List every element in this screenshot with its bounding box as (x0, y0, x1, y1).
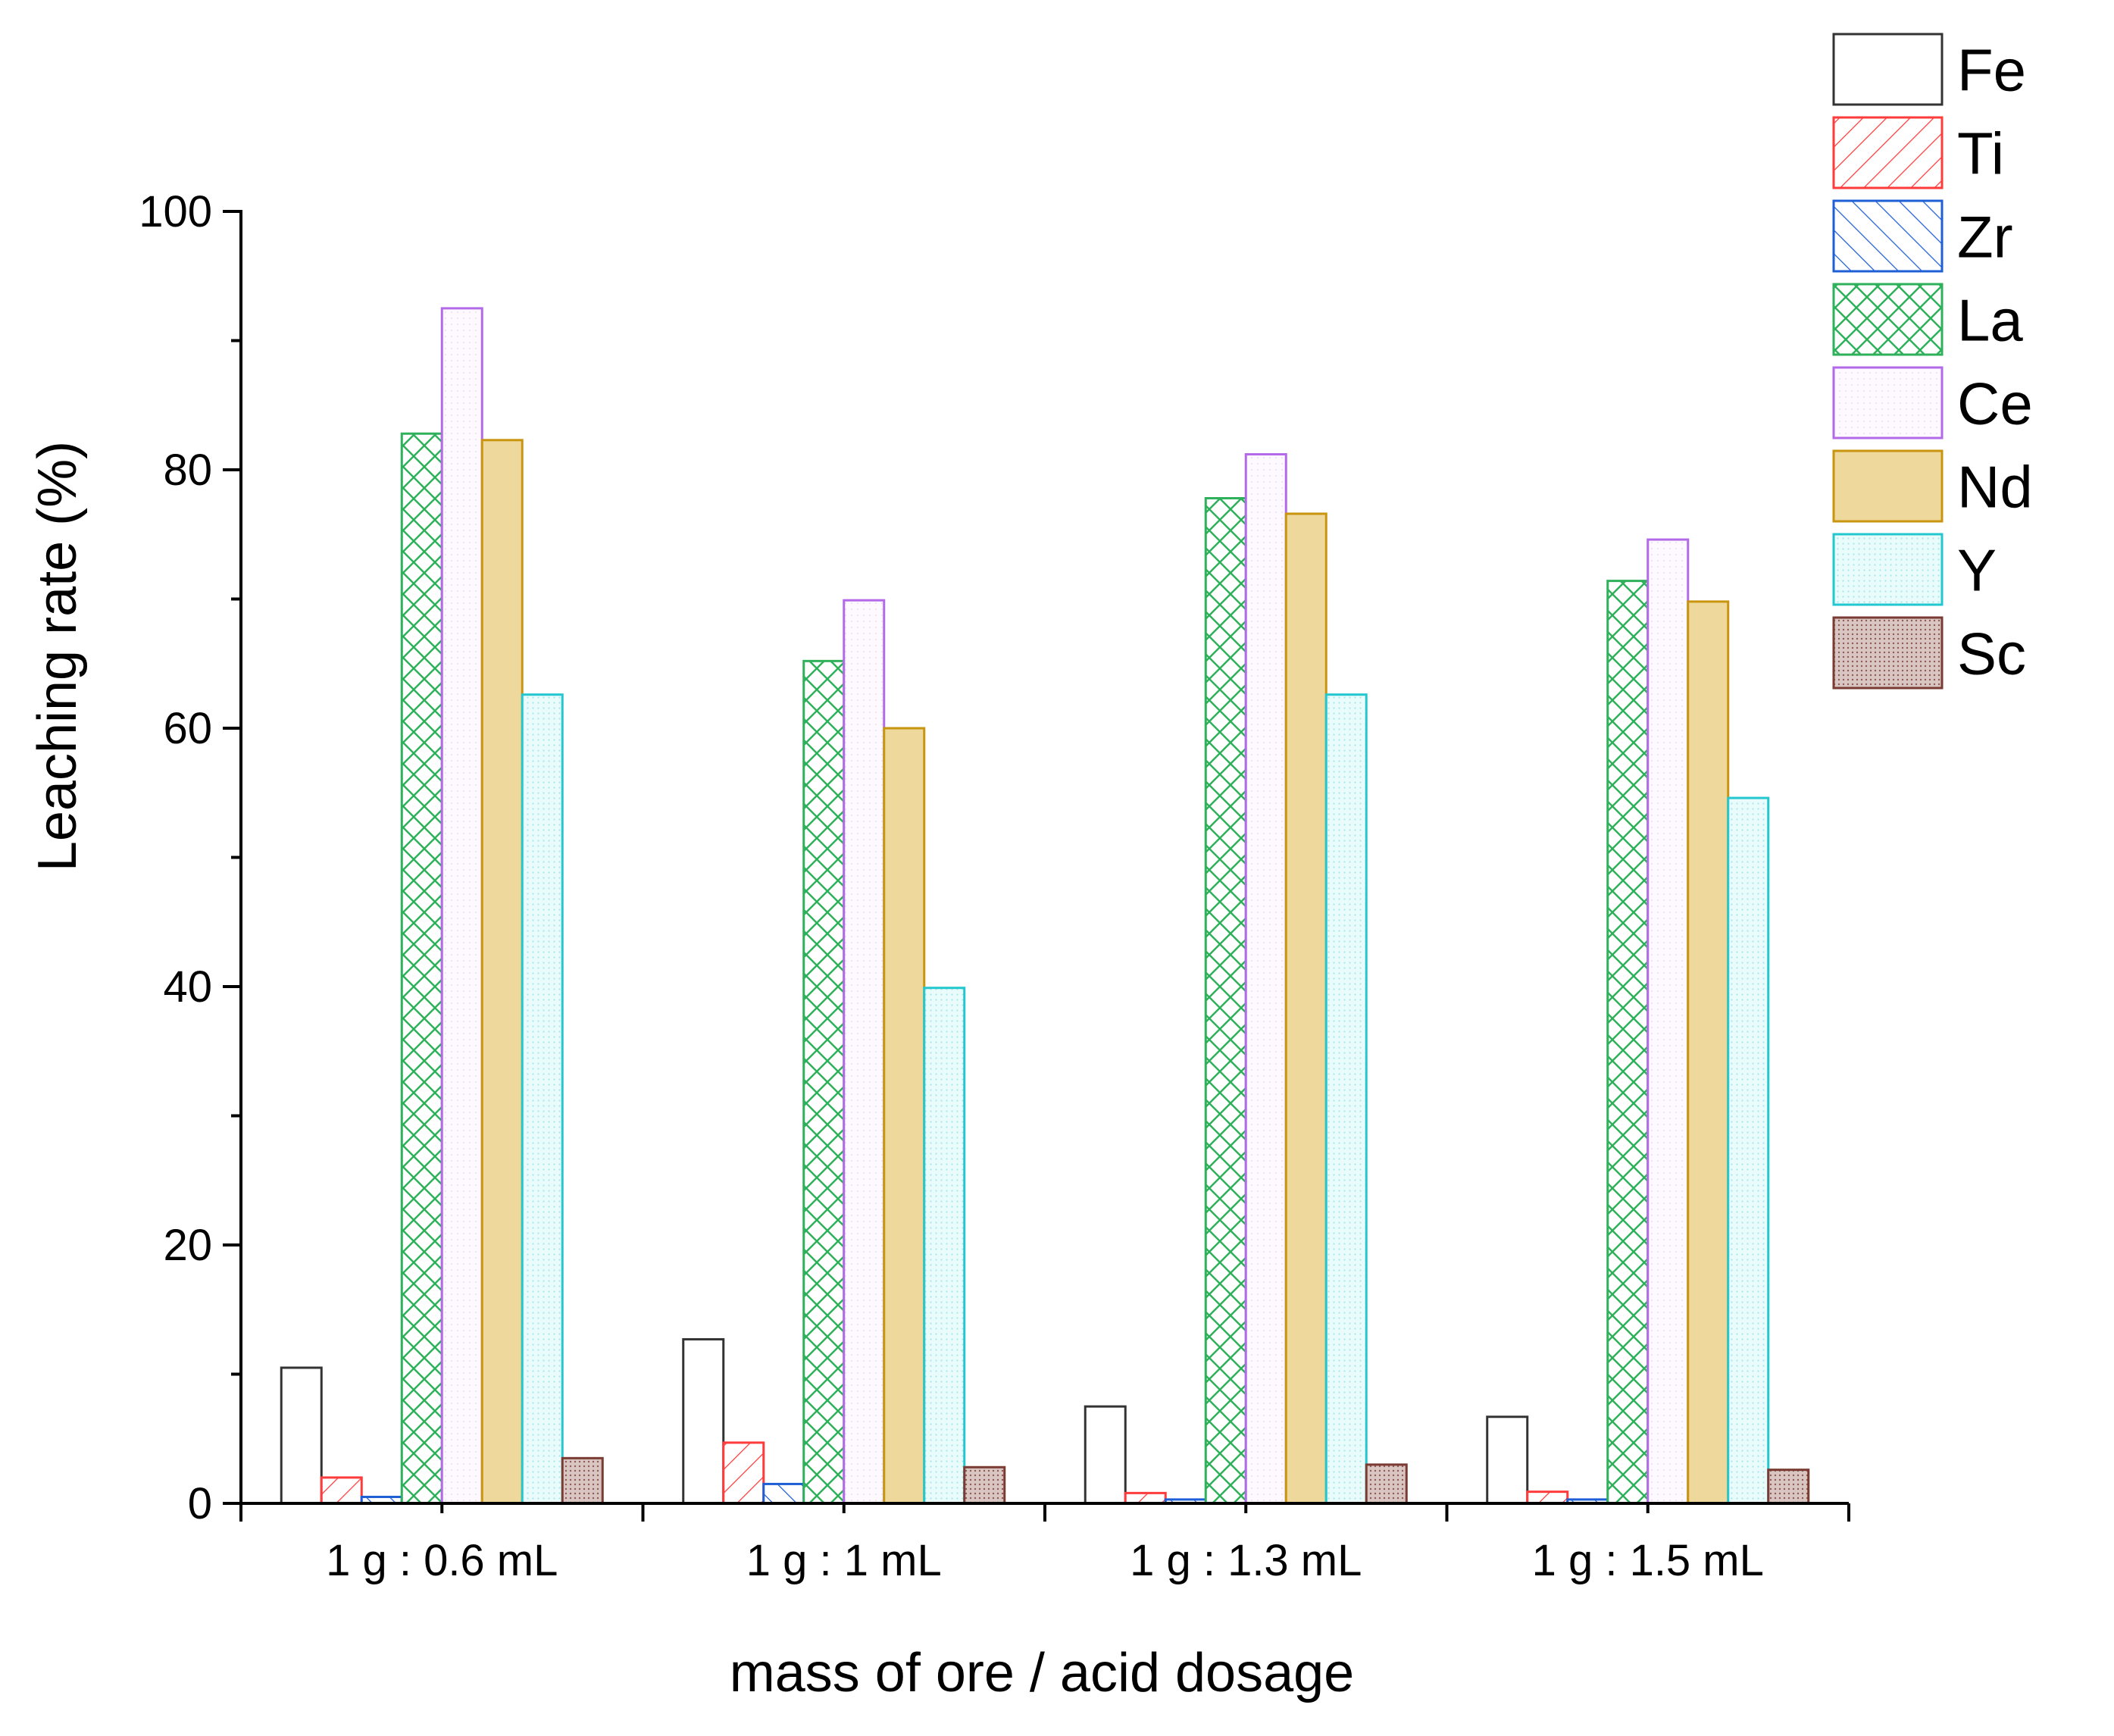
legend-label-zr: Zr (1957, 204, 2013, 271)
bar-nd-2 (1284, 512, 1328, 1505)
bar-sc-2 (1365, 1463, 1408, 1505)
bar-ti-2 (1124, 1491, 1167, 1505)
legend-swatch-y (1832, 533, 1944, 606)
y-tick-label: 80 (163, 446, 212, 495)
bar-fe-0 (280, 1366, 323, 1505)
bar-la-0 (400, 432, 443, 1505)
bar-fe-3 (1486, 1415, 1529, 1505)
y-axis-title: Leaching rate (%) (27, 441, 88, 871)
x-tick-label: 1 g : 0.6 mL (326, 1536, 558, 1585)
y-tick-label: 0 (188, 1479, 212, 1528)
bar-sc-3 (1767, 1469, 1810, 1505)
y-tick-label: 60 (163, 704, 212, 753)
bar-nd-3 (1687, 600, 1730, 1505)
legend: Fe Ti Zr La Ce Nd Y Sc (1832, 33, 2033, 690)
legend-swatch-ce (1832, 366, 1944, 439)
bar-fe-1 (682, 1337, 725, 1505)
bar-fe-2 (1084, 1405, 1127, 1505)
y-tick-label: 20 (163, 1221, 212, 1270)
bar-ce-1 (843, 599, 886, 1505)
legend-swatch-ti (1832, 116, 1944, 189)
x-axis-title: mass of ore / acid dosage (730, 1643, 1354, 1703)
y-tick-label: 40 (163, 962, 212, 1012)
bar-la-3 (1606, 580, 1650, 1505)
bar-y-0 (521, 693, 564, 1505)
bar-zr-1 (762, 1482, 805, 1505)
legend-swatch-zr (1832, 199, 1944, 273)
bar-sc-1 (963, 1465, 1006, 1505)
bar-ce-0 (440, 307, 483, 1505)
legend-swatch-la (1832, 283, 1944, 356)
bar-y-2 (1324, 693, 1368, 1505)
legend-label-la: La (1957, 287, 2023, 354)
axes-group (223, 210, 1850, 1522)
bars-group (280, 307, 1810, 1505)
x-tick-label: 1 g : 1.3 mL (1130, 1536, 1362, 1585)
bar-ti-1 (722, 1441, 765, 1505)
legend-label-ce: Ce (1957, 371, 2033, 437)
bar-nd-1 (883, 727, 926, 1505)
bar-ti-3 (1526, 1490, 1569, 1505)
bar-ti-0 (320, 1476, 363, 1505)
x-tick-label: 1 g : 1.5 mL (1532, 1536, 1764, 1585)
x-tick-label: 1 g : 1 mL (746, 1536, 942, 1585)
legend-label-nd: Nd (1957, 454, 2033, 521)
bar-ce-3 (1646, 538, 1690, 1505)
bar-sc-0 (561, 1456, 604, 1505)
legend-label-ti: Ti (1957, 120, 2004, 187)
bar-la-1 (802, 659, 846, 1505)
y-tick-label: 100 (139, 187, 212, 236)
bar-la-2 (1204, 497, 1247, 1505)
legend-swatch-sc (1832, 616, 1944, 690)
bar-ce-2 (1244, 453, 1287, 1505)
bar-nd-0 (480, 439, 524, 1505)
legend-swatch-fe (1832, 33, 1944, 106)
bar-y-1 (923, 987, 966, 1505)
legend-label-y: Y (1957, 537, 1997, 604)
tick-labels-group: 0 20 40 60 80 100 1 g : 0.6 mL 1 g : 1 mL 1 g : … (139, 187, 1764, 1585)
legend-label-sc: Sc (1957, 621, 2026, 687)
legend-label-fe: Fe (1957, 37, 2026, 104)
legend-swatch-nd (1832, 449, 1944, 523)
bar-y-3 (1727, 796, 1770, 1505)
